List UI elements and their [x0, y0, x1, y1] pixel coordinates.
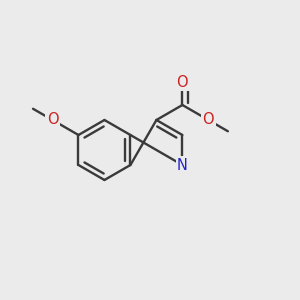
Text: O: O [202, 112, 214, 128]
Text: O: O [177, 75, 188, 90]
Text: N: N [177, 158, 188, 172]
Text: O: O [47, 112, 58, 128]
